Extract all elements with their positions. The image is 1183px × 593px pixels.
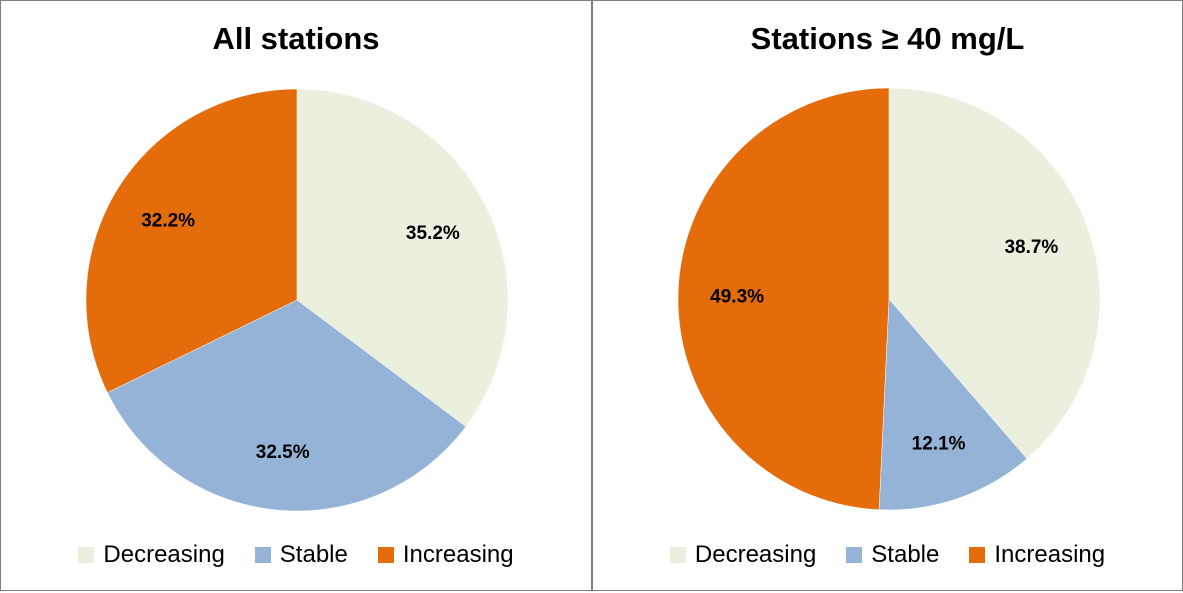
data-label-increasing: 49.3% — [710, 286, 764, 307]
legend-item-increasing: Increasing — [969, 541, 1105, 569]
legend: Decreasing Stable Increasing — [1, 541, 591, 569]
legend-item-increasing: Increasing — [377, 541, 514, 569]
legend-label: Stable — [871, 541, 940, 568]
legend-swatch — [377, 547, 394, 563]
chart-title: Stations ≥ 40 mg/L — [750, 21, 1025, 56]
pie-slice-stable — [107, 299, 467, 512]
legend-swatch — [846, 547, 863, 563]
chart-panel-stations-40: Stations ≥ 40 mg/L 38.7% 12.1% 49.3% Decre… — [592, 0, 1183, 591]
pie-chart: 35.2% 32.5% 32.2% — [85, 88, 509, 512]
legend-label: Increasing — [402, 541, 514, 568]
pie-slice-increasing — [677, 87, 890, 511]
legend-item-decreasing: Decreasing — [78, 541, 225, 569]
legend: Decreasing Stable Increasing — [593, 541, 1182, 569]
data-label-increasing: 32.2% — [141, 211, 195, 232]
data-label-stable: 32.5% — [256, 442, 310, 463]
legend-swatch — [254, 547, 271, 563]
data-label-decreasing: 35.2% — [406, 223, 460, 244]
chart-title: All stations — [212, 21, 380, 56]
pie-slice-stable — [878, 298, 1028, 511]
legend-item-decreasing: Decreasing — [669, 541, 817, 569]
legend-swatch — [969, 547, 986, 563]
pie-slice-decreasing — [296, 88, 509, 427]
data-label-decreasing: 38.7% — [1004, 237, 1058, 258]
legend-label: Decreasing — [103, 541, 225, 568]
data-label-stable: 12.1% — [912, 434, 966, 455]
legend-label: Stable — [279, 541, 348, 568]
legend-label: Decreasing — [694, 541, 817, 568]
pie-chart: 38.7% 12.1% 49.3% — [677, 87, 1101, 511]
legend-item-stable: Stable — [846, 541, 939, 569]
chart-panel-all-stations: All stations 35.2% 32.5% 32.2% Decreasing … — [0, 0, 592, 591]
legend-label: Increasing — [994, 541, 1106, 568]
legend-swatch — [78, 547, 95, 563]
legend-swatch — [669, 547, 686, 563]
pie-slice-decreasing — [888, 87, 1101, 460]
pie-slice-increasing — [85, 88, 298, 393]
legend-item-stable: Stable — [254, 541, 348, 569]
